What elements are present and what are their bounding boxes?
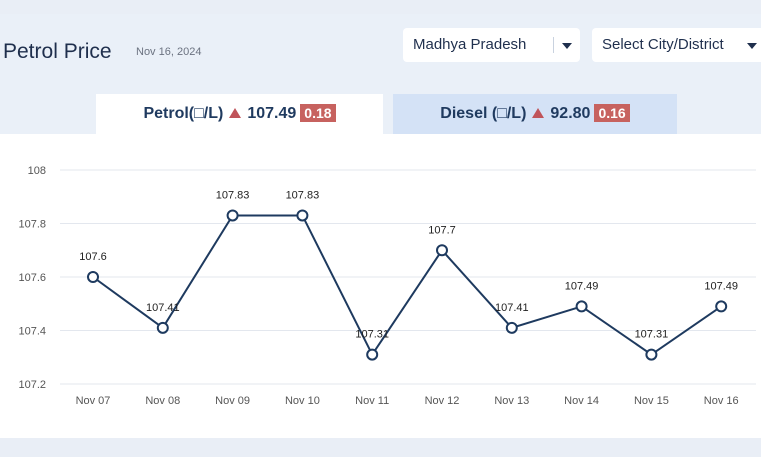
tab-diesel-label: Diesel (□/L) (440, 105, 527, 122)
data-label: 107.83 (216, 189, 250, 201)
data-point (575, 300, 588, 313)
y-tick-label: 108 (28, 165, 46, 177)
state-select[interactable]: Madhya Pradesh (403, 28, 580, 62)
data-point (715, 300, 728, 313)
tab-petrol[interactable]: Petrol(□/L) 107.49 0.18 (96, 94, 383, 134)
x-tick-label: Nov 12 (425, 395, 460, 407)
chevron-down-icon (562, 43, 572, 49)
x-tick-label: Nov 14 (564, 395, 599, 407)
data-point (226, 209, 239, 222)
series-line (92, 214, 722, 357)
y-tick-label: 107.6 (18, 272, 46, 284)
price-line-chart: 107.2 107.4 107.6 107.8 108 Nov 07 Nov 08 Nov 0… (18, 165, 756, 407)
tab-petrol-price: 107.49 (247, 105, 297, 122)
arrow-up-icon (229, 108, 242, 118)
data-point (436, 244, 448, 257)
page: Petrol Price Nov 16, 2024 Madhya Pradesh… (0, 14, 761, 438)
tab-diesel-price: 92.80 (550, 105, 591, 122)
data-label: 107.7 (428, 224, 456, 236)
data-label: 107.49 (704, 280, 738, 292)
data-label: 107.49 (565, 280, 599, 292)
x-tick-label: Nov 09 (215, 395, 250, 407)
x-tick-label: Nov 16 (704, 395, 739, 407)
x-tick-label: Nov 15 (634, 395, 669, 407)
data-point (87, 271, 99, 283)
y-tick-label: 107.2 (18, 379, 46, 391)
chevron-down-icon (747, 43, 757, 49)
tab-diesel[interactable]: Diesel (□/L) 92.80 0.16 (393, 94, 677, 134)
city-select-value: Select City/District (602, 36, 724, 53)
data-label: 107.31 (355, 329, 389, 341)
data-point (156, 321, 169, 334)
data-label: 107.6 (79, 251, 107, 263)
select-separator (553, 37, 554, 53)
data-point (645, 348, 658, 361)
diesel-change-badge: 0.16 (594, 104, 630, 122)
y-tick-label: 107.8 (18, 219, 46, 231)
data-point (505, 321, 518, 334)
price-chart-panel: 107.2 107.4 107.6 107.8 108 Nov 07 Nov 08 Nov 0… (0, 134, 761, 438)
x-tick-label: Nov 10 (285, 395, 320, 407)
page-title: Petrol Price (3, 40, 112, 63)
data-point (366, 348, 379, 361)
arrow-up-icon (532, 108, 545, 118)
x-tick-label: Nov 13 (494, 395, 529, 407)
x-tick-label: Nov 07 (76, 395, 111, 407)
fuel-tabs: Petrol(□/L) 107.49 0.18 Diesel (□/L) 92.80 0… (0, 94, 761, 134)
petrol-change-badge: 0.18 (300, 104, 336, 122)
price-date: Nov 16, 2024 (136, 46, 202, 58)
data-label: 107.31 (635, 329, 669, 341)
x-tick-label: Nov 08 (145, 395, 180, 407)
y-tick-label: 107.4 (18, 326, 46, 338)
data-point (296, 209, 309, 222)
data-label: 107.41 (495, 302, 529, 314)
state-select-value: Madhya Pradesh (413, 36, 527, 53)
city-select[interactable]: Select City/District (592, 28, 761, 62)
data-label: 107.83 (286, 189, 320, 201)
header: Petrol Price Nov 16, 2024 Madhya Pradesh… (0, 14, 761, 94)
x-tick-label: Nov 11 (355, 395, 389, 407)
data-label: 107.41 (146, 302, 180, 314)
tab-petrol-label: Petrol(□/L) (143, 105, 224, 122)
